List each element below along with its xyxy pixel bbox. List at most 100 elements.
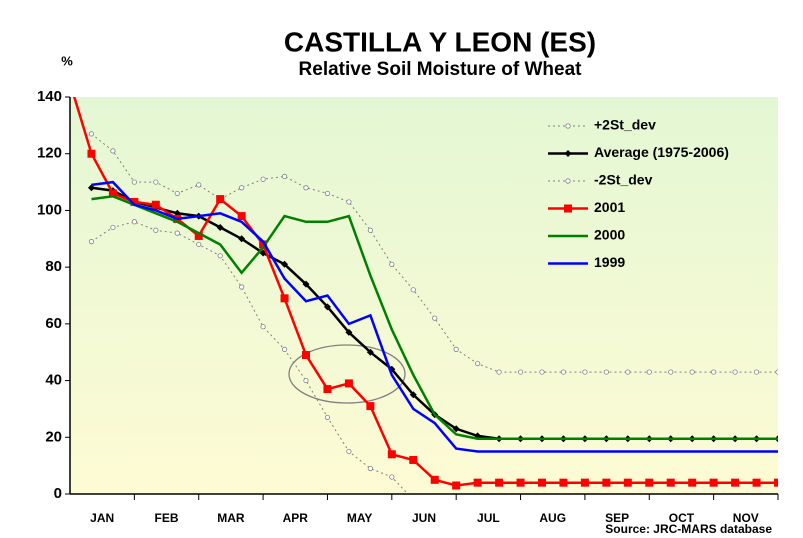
marker xyxy=(260,176,266,182)
marker xyxy=(516,478,525,487)
y-tick-label: 40 xyxy=(45,372,62,389)
series-line xyxy=(91,180,778,453)
marker xyxy=(366,348,374,356)
marker xyxy=(645,478,654,487)
x-tick-label: JUN xyxy=(412,511,436,525)
marker xyxy=(344,379,353,388)
y-tick-label: 100 xyxy=(37,201,62,218)
marker xyxy=(625,369,631,375)
marker xyxy=(538,478,546,487)
marker xyxy=(88,239,95,245)
marker xyxy=(666,478,675,487)
marker xyxy=(688,478,697,487)
marker xyxy=(775,369,778,375)
legend-label: Average (1975-2006) xyxy=(594,144,729,160)
marker xyxy=(475,360,481,367)
marker xyxy=(565,178,571,184)
legend-label: 2000 xyxy=(594,227,625,243)
marker xyxy=(110,224,116,231)
marker xyxy=(582,369,588,375)
marker xyxy=(668,369,674,375)
marker xyxy=(324,190,331,197)
marker xyxy=(689,369,695,375)
marker xyxy=(87,184,95,192)
marker xyxy=(131,179,137,185)
plot-lines xyxy=(66,79,778,494)
y-tick-label: 0 xyxy=(54,485,62,502)
highlight-ellipse xyxy=(288,344,406,404)
marker xyxy=(108,189,117,198)
marker xyxy=(323,385,332,394)
x-tick-label: SEP xyxy=(605,511,629,525)
marker xyxy=(752,478,761,487)
marker xyxy=(280,294,289,303)
marker xyxy=(580,478,589,487)
marker xyxy=(302,280,310,288)
marker xyxy=(239,185,245,191)
marker xyxy=(496,369,502,375)
x-tick-label: MAR xyxy=(217,511,245,525)
marker xyxy=(66,79,74,87)
chart-subtitle: Relative Soil Moisture of Wheat xyxy=(299,59,583,80)
marker xyxy=(603,369,609,375)
marker xyxy=(281,260,289,268)
marker xyxy=(452,481,461,490)
y-tick-label: 80 xyxy=(45,258,62,275)
marker xyxy=(260,324,266,330)
y-axis-label: % xyxy=(61,53,73,68)
marker xyxy=(410,287,416,293)
marker xyxy=(324,414,331,421)
plot-area xyxy=(70,97,778,494)
marker xyxy=(345,328,353,336)
marker xyxy=(559,478,568,487)
marker xyxy=(346,199,352,205)
series-line xyxy=(91,195,778,440)
source-note: Source: JRC-MARS database xyxy=(605,522,772,536)
marker xyxy=(110,148,116,154)
marker xyxy=(602,478,611,487)
x-tick-label: FEB xyxy=(155,511,179,525)
marker xyxy=(560,369,567,375)
chart-title: CASTILLA Y LEON (ES) xyxy=(284,26,596,57)
marker xyxy=(731,478,740,487)
marker xyxy=(151,200,160,209)
marker xyxy=(153,227,159,233)
marker xyxy=(131,219,137,225)
marker xyxy=(366,402,375,411)
legend-label: 1999 xyxy=(594,254,625,270)
marker xyxy=(239,284,245,290)
marker xyxy=(774,478,778,487)
marker xyxy=(753,369,760,375)
marker xyxy=(196,182,202,188)
marker xyxy=(564,150,572,157)
marker xyxy=(194,231,203,240)
marker xyxy=(303,377,309,384)
marker xyxy=(495,478,504,487)
marker xyxy=(711,369,717,375)
y-tick-label: 20 xyxy=(45,428,62,445)
marker xyxy=(452,425,460,433)
marker xyxy=(346,448,352,455)
x-tick-label: JUL xyxy=(477,511,500,525)
marker xyxy=(87,149,96,158)
marker xyxy=(281,346,288,352)
x-tick-label: AUG xyxy=(539,511,566,525)
marker xyxy=(709,478,718,487)
marker xyxy=(238,235,246,243)
marker xyxy=(409,455,418,464)
marker xyxy=(303,185,309,191)
marker xyxy=(259,240,268,249)
marker xyxy=(623,478,632,487)
marker xyxy=(409,391,417,399)
marker xyxy=(646,369,652,375)
marker xyxy=(216,195,225,204)
marker xyxy=(216,223,224,231)
marker xyxy=(153,179,159,185)
x-tick-label: MAY xyxy=(347,511,373,525)
marker xyxy=(473,478,482,487)
x-tick-label: APR xyxy=(283,511,309,525)
marker xyxy=(539,369,545,375)
marker xyxy=(367,465,373,472)
marker xyxy=(323,303,331,311)
